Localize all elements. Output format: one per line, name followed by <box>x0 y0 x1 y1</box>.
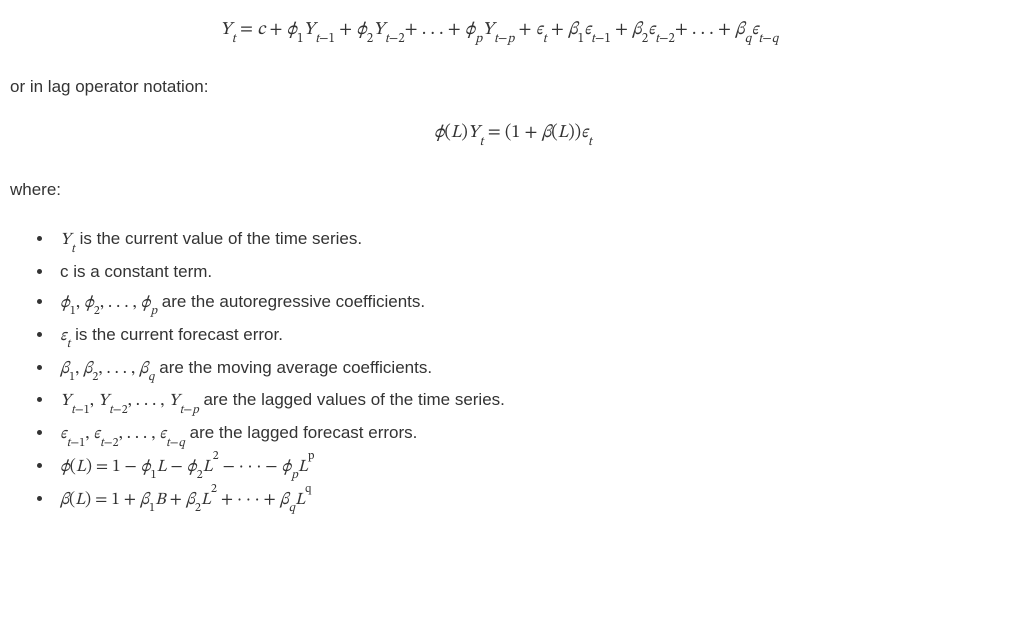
def-text: c is a constant term. <box>60 262 212 281</box>
def-symbol: ϵt−1, ϵt−2, . . . , ϵt−q <box>60 426 185 443</box>
eq1-content: Yt = c + ϕ1Yt−1 + ϕ2Yt−2+ . . . + ϕpYt−p… <box>220 21 778 39</box>
def-text: is the current forecast error. <box>75 325 283 344</box>
def-symbol: β(L) = 1 + β1B + β2L2 + · · · + βqLq <box>60 492 311 509</box>
equation-lag-operator: ϕ(L)Yt = (1 + β(L))ϵt <box>10 121 1016 149</box>
def-text: are the lagged forecast errors. <box>190 423 418 442</box>
list-item: ϕ1, ϕ2, . . . , ϕp are the autoregressiv… <box>54 287 1016 320</box>
list-item: εt is the current forecast error. <box>54 320 1016 353</box>
list-item: β1, β2, . . . , βq are the moving averag… <box>54 353 1016 386</box>
equation-arma-expanded: Yt = c + ϕ1Yt−1 + ϕ2Yt−2+ . . . + ϕpYt−p… <box>10 18 1016 46</box>
list-item: Yt−1, Yt−2, . . . , Yt−p are the lagged … <box>54 385 1016 418</box>
def-text: are the moving average coefficients. <box>159 358 432 377</box>
definitions-list: Yt is the current value of the time seri… <box>10 224 1016 516</box>
list-item: ϵt−1, ϵt−2, . . . , ϵt−q are the lagged … <box>54 418 1016 451</box>
def-symbol: ϕ1, ϕ2, . . . , ϕp <box>60 295 157 312</box>
def-text: is the current value of the time series. <box>80 229 363 248</box>
eq2-content: ϕ(L)Yt = (1 + β(L))ϵt <box>434 124 592 142</box>
def-text: are the lagged values of the time series… <box>203 390 504 409</box>
def-symbol: Yt−1, Yt−2, . . . , Yt−p <box>60 393 199 410</box>
def-text: are the autoregressive coefficients. <box>162 292 425 311</box>
def-symbol: εt <box>60 328 70 345</box>
list-item: Yt is the current value of the time seri… <box>54 224 1016 257</box>
page: { "typography": { "body_font": "Segoe UI… <box>0 0 1026 629</box>
list-item: β(L) = 1 + β1B + β2L2 + · · · + βqLq <box>54 484 1016 517</box>
def-symbol: Yt <box>60 232 75 249</box>
def-symbol: ϕ(L) = 1 − ϕ1L − ϕ2L2 − · · · − ϕpLp <box>60 459 314 476</box>
list-item: ϕ(L) = 1 − ϕ1L − ϕ2L2 − · · · − ϕpLp <box>54 451 1016 484</box>
list-item: c is a constant term. <box>54 257 1016 287</box>
def-symbol: β1, β2, . . . , βq <box>60 361 155 378</box>
prose-where: where: <box>10 177 1016 203</box>
prose-lag-operator: or in lag operator notation: <box>10 74 1016 100</box>
